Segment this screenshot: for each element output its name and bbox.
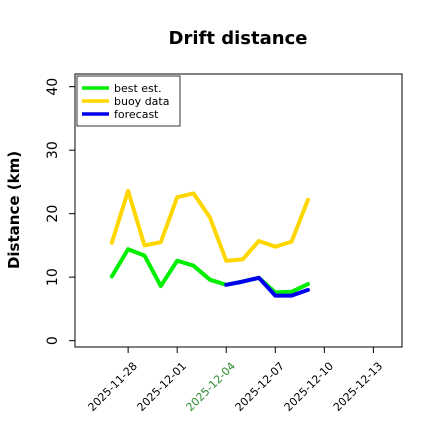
data-point-buoy-data — [143, 244, 146, 247]
legend-label-buoy-data: buoy data — [114, 95, 169, 108]
x-tick-label: 2025-12-04 — [184, 360, 238, 414]
data-point-forecast — [257, 276, 261, 279]
x-tick-label: 2025-11-28 — [86, 360, 140, 414]
plot-area-frame — [74, 73, 403, 348]
data-point-buoy-data — [257, 239, 261, 243]
x-tick-label: 2025-12-10 — [282, 360, 336, 414]
x-tick-label: 2025-12-01 — [135, 360, 189, 414]
y-axis: 0 10 20 30 40 — [45, 78, 75, 345]
data-point-best-est — [126, 248, 130, 251]
data-point-best-est — [175, 259, 179, 262]
data-point-buoy-data — [192, 192, 195, 195]
data-point-buoy-data — [290, 240, 293, 243]
data-point-forecast — [225, 283, 228, 286]
y-tick-label: 10 — [45, 268, 61, 286]
chart-title: Drift distance — [169, 28, 308, 49]
data-point-buoy-data — [241, 258, 244, 261]
data-point-buoy-data — [110, 241, 113, 245]
data-point-forecast — [241, 280, 244, 283]
y-tick-label: 40 — [45, 78, 61, 96]
series-line-buoy-data — [109, 188, 310, 263]
data-point-best-est — [208, 278, 212, 281]
data-point-best-est — [159, 284, 163, 288]
data-point-best-est — [306, 282, 310, 286]
data-point-best-est — [143, 254, 146, 257]
x-axis: 2025-11-282025-12-012025-12-042025-12-07… — [86, 347, 385, 414]
data-point-best-est — [110, 275, 113, 278]
data-point-buoy-data — [208, 216, 212, 219]
data-point-buoy-data — [159, 241, 163, 244]
y-tick-label: 0 — [45, 336, 61, 345]
data-point-buoy-data — [274, 245, 277, 248]
x-tick-label: 2025-12-07 — [233, 360, 287, 414]
data-point-best-est — [192, 264, 195, 267]
legend-label-best-est: best est. — [114, 82, 162, 95]
series-line-best-est — [109, 247, 310, 295]
legend-label-forecast: forecast — [114, 108, 159, 121]
data-point-buoy-data — [225, 259, 228, 262]
series-line-forecast — [224, 275, 310, 298]
data-point-best-est — [290, 290, 293, 293]
data-point-buoy-data — [306, 198, 310, 201]
data-point-forecast — [274, 294, 277, 297]
y-tick-label: 20 — [45, 205, 61, 223]
data-point-forecast — [290, 294, 293, 297]
y-axis-label: Distance (km) — [5, 151, 23, 269]
y-tick-label: 30 — [45, 141, 61, 159]
series-layer — [109, 188, 310, 298]
legend: best est. buoy data forecast — [76, 75, 181, 127]
x-tick-label: 2025-12-13 — [331, 360, 385, 414]
data-point-buoy-data — [126, 189, 130, 193]
data-point-forecast — [306, 288, 310, 292]
data-point-buoy-data — [175, 195, 179, 199]
